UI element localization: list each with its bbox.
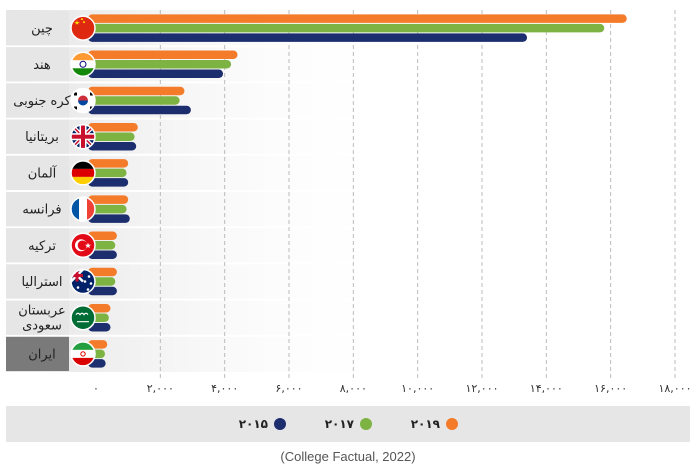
bar-۲۰۱۵-7 [88, 286, 117, 296]
category-label: بریتانیا [25, 130, 59, 145]
bar-۲۰۱۵-0 [88, 33, 528, 42]
bar-۲۰۱۵-4 [88, 178, 129, 187]
category-labels: چین هند کره جنوبی بریتانیا آلمان فرانسه ترکیه ا… [6, 11, 72, 371]
category-label: استرالیا [21, 275, 62, 290]
bar-۲۰۱۹-2 [88, 86, 185, 96]
grid-lines [159, 10, 676, 380]
category-label-box [6, 155, 69, 190]
x-tick-label: ۴,۰۰۰ [211, 382, 238, 395]
bar-۲۰۱۷-2 [88, 96, 180, 105]
bar-۲۰۱۵-3 [88, 141, 137, 151]
bar-۲۰۱۹-5 [88, 195, 129, 204]
category-label: ایران [28, 347, 56, 362]
category-label-box [6, 192, 69, 227]
category-label-box [6, 83, 69, 118]
category-label: هند [33, 58, 51, 73]
bar-۲۰۱۵-5 [88, 214, 130, 223]
source-caption: (College Factual, 2022) [280, 449, 415, 464]
category-label: آلمان [28, 164, 58, 181]
uk-flag-icon [70, 123, 96, 150]
bar-۲۰۱۵-6 [88, 250, 117, 260]
bar-۲۰۱۹-8 [88, 303, 111, 313]
x-tick-label: ۱۶,۰۰۰ [594, 382, 627, 395]
x-tick-label: ۶,۰۰۰ [275, 382, 302, 395]
category-label: چین [31, 22, 53, 37]
x-tick-label: ۱۲,۰۰۰ [465, 382, 498, 395]
category-label-box [6, 47, 69, 82]
flags [70, 15, 96, 367]
bar-۲۰۱۵-1 [88, 69, 224, 79]
legend-label: ۲۰۱۵ [239, 417, 268, 431]
bar-۲۰۱۹-1 [88, 50, 238, 60]
china-flag-icon [70, 15, 96, 41]
bar-۲۰۱۵-8 [88, 322, 111, 332]
bar-۲۰۱۷-1 [88, 60, 232, 69]
category-label-box [6, 264, 69, 299]
category-label-box [6, 119, 69, 154]
bar-۲۰۱۷-5 [88, 204, 127, 214]
x-tick-label: ۰ [93, 382, 99, 395]
legend-background [6, 406, 690, 442]
x-tick-label: ۱۰,۰۰۰ [401, 382, 434, 395]
x-tick-label: ۸,۰۰۰ [340, 382, 367, 395]
category-label-box [6, 336, 69, 371]
legend-label: ۲۰۱۹ [411, 417, 441, 431]
category-label-box [6, 11, 69, 46]
france-flag-icon [70, 196, 96, 222]
legend-label: ۲۰۱۷ [325, 417, 355, 431]
saudi-arabia-flag-icon [70, 304, 96, 331]
legend-dot-۲۰۱۷ [360, 418, 372, 430]
germany-flag-icon [70, 160, 96, 186]
category-label: سعودی [22, 319, 62, 334]
turkey-flag-icon [70, 232, 96, 259]
category-label: فرانسه [22, 203, 61, 218]
bar-۲۰۱۹-4 [88, 159, 129, 168]
bar-۲۰۱۷-0 [88, 23, 605, 33]
south-korea-flag-icon [70, 87, 96, 114]
category-label: ترکیه [28, 239, 56, 254]
bar-۲۰۱۹-3 [88, 122, 138, 132]
x-tick-label: ۱۴,۰۰۰ [530, 382, 563, 395]
bar-۲۰۱۷-4 [88, 168, 127, 178]
bar-۲۰۱۷-3 [88, 132, 135, 141]
category-label-box [6, 300, 69, 335]
x-tick-label: ۱۸,۰۰۰ [658, 382, 691, 395]
australia-flag-icon [70, 268, 96, 295]
india-flag-icon [70, 51, 96, 78]
category-label: عربستان [18, 304, 66, 319]
iran-flag-icon [70, 341, 96, 367]
bar-۲۰۱۹-6 [88, 231, 117, 241]
bars [88, 14, 627, 368]
legend-dot-۲۰۱۵ [274, 418, 286, 430]
bar-۲۰۱۹-0 [88, 14, 627, 23]
legend-dot-۲۰۱۹ [446, 418, 458, 430]
category-label: کره جنوبی [13, 94, 71, 109]
legend: ۲۰۱۵ ۲۰۱۷ ۲۰۱۹ [6, 406, 690, 442]
x-axis: ۰ ۲,۰۰۰ ۴,۰۰۰ ۶,۰۰۰ ۸,۰۰۰ ۱۰,۰۰۰ ۱۲,۰۰۰ ۱۴,۰۰۰ ۱… [93, 382, 691, 395]
bar-۲۰۱۵-2 [88, 105, 191, 115]
category-label-box [6, 228, 69, 263]
bar-۲۰۱۹-7 [88, 267, 117, 277]
x-tick-label: ۲,۰۰۰ [147, 382, 174, 395]
